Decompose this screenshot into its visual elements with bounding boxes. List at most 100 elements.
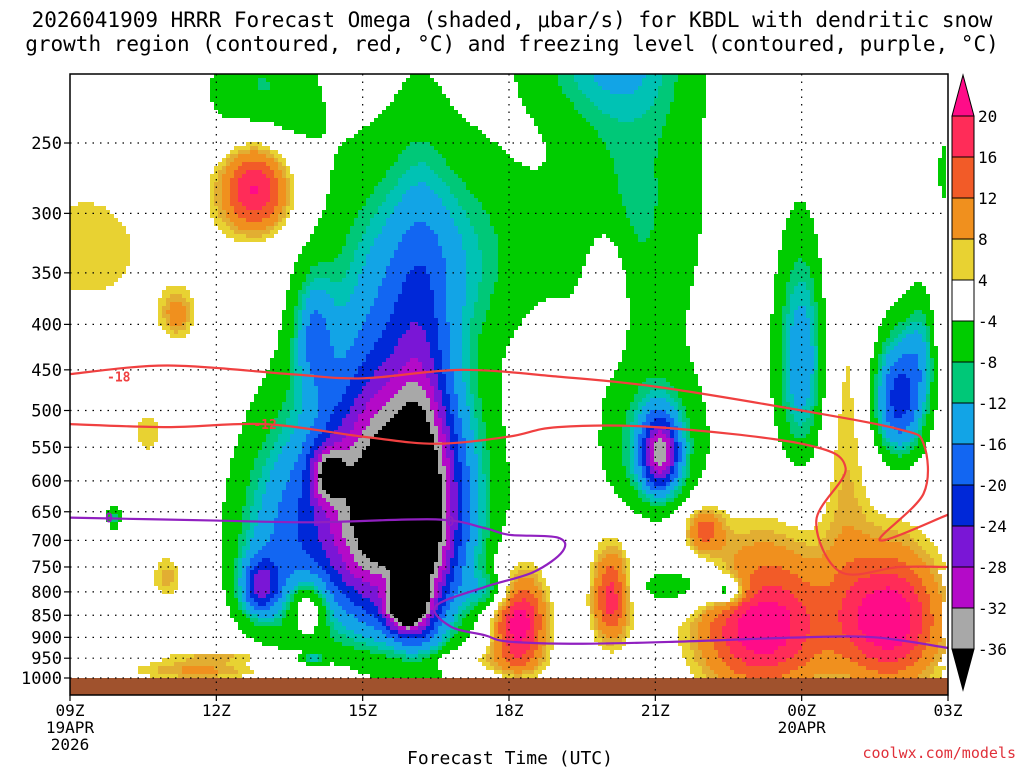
omega-cell [470,410,474,414]
omega-cell [658,186,702,190]
omega-cell [794,206,806,210]
omega-cell [238,566,242,570]
omega-cell [250,574,254,578]
omega-cell [706,606,714,610]
omega-cell [786,382,790,386]
omega-cell [334,626,346,630]
omega-cell [622,266,694,270]
omega-cell [722,522,726,526]
omega-cell [386,194,402,198]
omega-cell [498,626,506,630]
omega-cell [398,410,426,414]
omega-cell [306,358,366,362]
omega-cell [834,518,866,522]
omega-cell [638,86,658,90]
omega-cell [138,670,158,674]
omega-cell [614,610,622,614]
omega-cell [390,102,450,106]
omega-cell [294,318,298,322]
omega-cell [638,450,642,454]
omega-cell [358,670,442,674]
omega-cell [814,326,818,330]
omega-cell [354,398,370,402]
omega-cell [694,546,698,550]
omega-cell [262,218,278,222]
omega-cell [250,514,258,518]
omega-cell [778,434,794,438]
omega-cell [310,598,322,602]
omega-cell [270,578,278,582]
omega-cell [318,606,326,610]
omega-cell [282,170,286,174]
omega-cell [450,526,458,530]
omega-cell [502,598,506,602]
omega-cell [226,214,238,218]
omega-cell [470,594,482,598]
omega-cell [934,374,938,378]
omega-cell [362,454,438,458]
omega-cell [482,206,626,210]
omega-cell [498,254,586,258]
omega-cell [654,162,702,166]
omega-cell [634,414,638,418]
omega-cell [398,634,426,638]
omega-cell [514,566,538,570]
omega-cell [310,450,314,454]
omega-cell [294,374,302,378]
omega-cell [834,478,842,482]
omega-cell [538,130,598,134]
omega-cell [434,434,438,438]
omega-cell [590,602,594,606]
omega-cell [274,614,282,618]
omega-cell [594,550,602,554]
omega-cell [582,90,610,94]
omega-cell [786,318,794,322]
omega-cell [482,270,498,274]
omega-cell [354,134,486,138]
omega-cell [342,142,410,146]
omega-cell [770,362,782,366]
omega-cell [314,470,318,474]
omega-cell [622,458,630,462]
omega-cell [574,106,598,110]
omega-cell [534,610,538,614]
source-credit[interactable]: coolwx.com/models [862,744,1016,762]
omega-cell [478,298,490,302]
omega-cell [298,526,318,530]
omega-cell [666,454,670,458]
omega-cell [730,650,754,654]
omega-cell [378,338,398,342]
omega-cell [778,250,818,254]
omega-cell [634,478,638,482]
omega-cell [674,86,706,90]
omega-cell [310,478,314,482]
omega-cell [938,590,946,594]
omega-cell [494,670,502,674]
omega-cell [498,266,582,270]
omega-cell [530,658,538,662]
omega-cell [882,426,894,430]
omega-cell [674,398,682,402]
omega-cell [446,286,466,290]
omega-cell [566,94,586,98]
omega-cell [410,186,430,190]
omega-cell [546,658,550,662]
omega-cell [346,538,358,542]
omega-cell [254,530,274,534]
omega-cell [786,350,790,354]
omega-cell [306,274,346,278]
omega-cell [546,626,550,630]
omega-cell [502,602,506,606]
omega-cell [538,574,542,578]
omega-cell [258,522,274,526]
omega-cell [858,498,870,502]
omega-cell [450,326,462,330]
omega-cell [694,674,706,678]
omega-cell [806,402,814,406]
omega-cell [378,410,398,414]
omega-cell [422,406,430,410]
omega-cell [434,446,442,450]
omega-cell [230,614,246,618]
omega-cell [330,278,342,282]
omega-cell [290,194,294,198]
